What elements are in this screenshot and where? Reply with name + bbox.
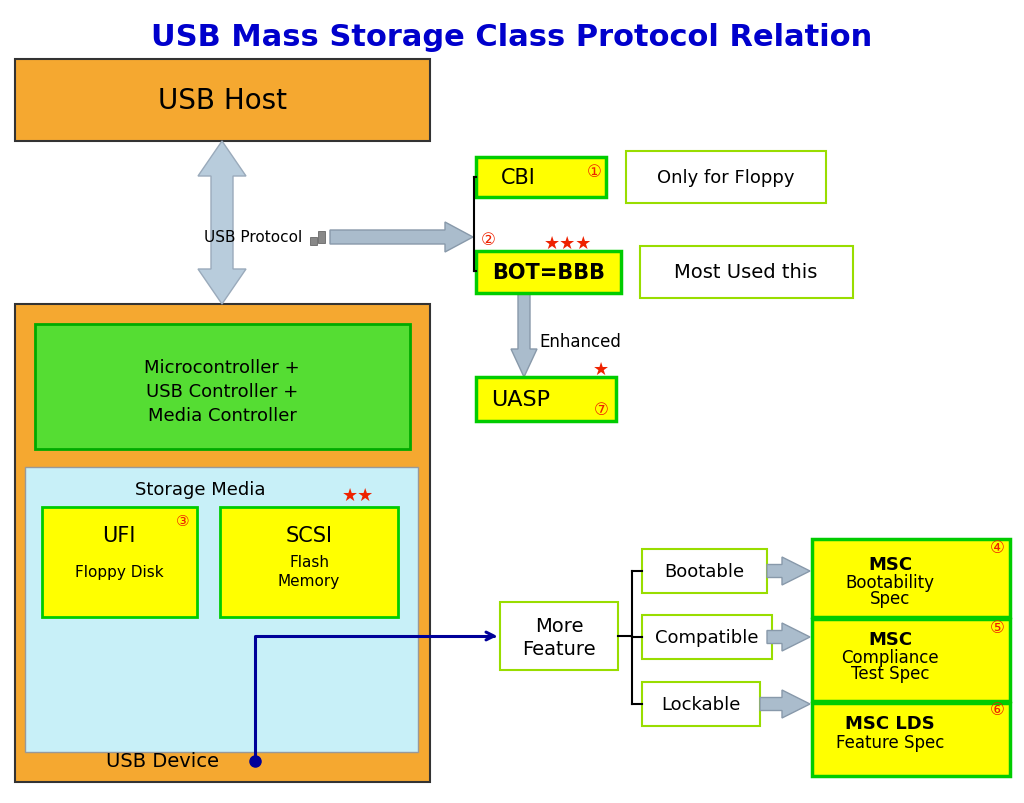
- Text: Only for Floppy: Only for Floppy: [657, 169, 795, 187]
- Bar: [812, 619, 1010, 701]
- Text: USB Device: USB Device: [105, 752, 218, 771]
- Text: More: More: [535, 617, 584, 636]
- Text: USB Mass Storage Class Protocol Relation: USB Mass Storage Class Protocol Relation: [152, 22, 872, 51]
- Bar: [626, 152, 826, 204]
- Bar: [35, 324, 410, 450]
- Text: Feature Spec: Feature Spec: [836, 733, 944, 751]
- Text: Bootable: Bootable: [664, 562, 744, 581]
- Bar: [220, 507, 398, 618]
- Text: ⑤: ⑤: [989, 618, 1005, 636]
- Text: USB Controller +: USB Controller +: [145, 382, 298, 401]
- Bar: [642, 549, 767, 593]
- Bar: [476, 251, 621, 294]
- Text: Memory: Memory: [278, 574, 340, 589]
- Text: ★: ★: [593, 361, 609, 378]
- Text: Flash: Flash: [289, 555, 329, 570]
- Polygon shape: [767, 623, 810, 651]
- Text: Compatible: Compatible: [655, 628, 759, 646]
- Bar: [640, 247, 853, 299]
- Bar: [476, 377, 616, 422]
- Bar: [42, 507, 197, 618]
- Text: CBI: CBI: [501, 168, 536, 188]
- Polygon shape: [198, 142, 246, 304]
- Bar: [15, 304, 430, 782]
- Bar: [812, 540, 1010, 618]
- Text: BOT=BBB: BOT=BBB: [492, 263, 605, 283]
- Bar: [15, 60, 430, 142]
- Text: Enhanced: Enhanced: [539, 332, 621, 351]
- Polygon shape: [760, 690, 810, 718]
- Text: UASP: UASP: [492, 389, 551, 410]
- Text: ③: ③: [176, 514, 189, 529]
- Text: Feature: Feature: [522, 640, 596, 658]
- Text: Media Controller: Media Controller: [147, 406, 296, 425]
- Text: MSC LDS: MSC LDS: [845, 714, 935, 732]
- Text: Bootability: Bootability: [846, 573, 935, 591]
- Text: ★★: ★★: [342, 487, 374, 504]
- Text: ①: ①: [587, 163, 601, 181]
- Bar: [812, 703, 1010, 776]
- Text: Compliance: Compliance: [841, 648, 939, 666]
- Text: Spec: Spec: [869, 589, 910, 607]
- Polygon shape: [767, 557, 810, 585]
- Bar: [25, 467, 418, 752]
- Text: Floppy Disk: Floppy Disk: [75, 565, 163, 580]
- Text: Storage Media: Storage Media: [135, 480, 265, 499]
- Text: Microcontroller +: Microcontroller +: [144, 359, 300, 377]
- Text: MSC: MSC: [868, 630, 912, 648]
- Bar: [318, 232, 325, 243]
- Bar: [500, 602, 618, 671]
- Polygon shape: [330, 222, 473, 253]
- Text: ②: ②: [480, 230, 496, 249]
- Text: ④: ④: [989, 538, 1005, 556]
- Text: Lockable: Lockable: [662, 695, 740, 713]
- Text: ★★★: ★★★: [545, 234, 593, 253]
- Text: ⑥: ⑥: [989, 700, 1005, 718]
- Bar: [476, 158, 606, 198]
- Text: USB Host: USB Host: [158, 87, 287, 115]
- Bar: [310, 238, 317, 246]
- Polygon shape: [511, 294, 537, 377]
- Bar: [642, 615, 772, 659]
- Text: Most Used this: Most Used this: [675, 263, 818, 282]
- Text: UFI: UFI: [102, 525, 136, 545]
- Bar: [642, 683, 760, 726]
- Text: SCSI: SCSI: [286, 525, 333, 545]
- Text: USB Protocol: USB Protocol: [204, 230, 302, 245]
- Text: MSC: MSC: [868, 556, 912, 573]
- Text: ⑦: ⑦: [594, 401, 608, 418]
- Text: Test Spec: Test Spec: [851, 664, 929, 683]
